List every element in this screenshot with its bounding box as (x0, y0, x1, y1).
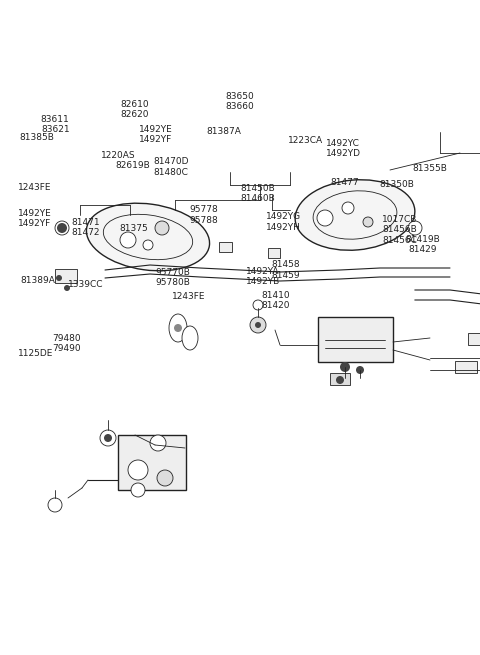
Circle shape (104, 434, 112, 442)
Circle shape (50, 500, 60, 510)
Text: 1223CA: 1223CA (288, 136, 323, 145)
Text: 82619B: 82619B (115, 160, 150, 170)
Text: 1492YG
1492YH: 1492YG 1492YH (266, 212, 301, 232)
Circle shape (128, 460, 148, 480)
Text: 81470D
81480C: 81470D 81480C (154, 157, 189, 177)
Circle shape (131, 483, 145, 497)
Circle shape (153, 438, 163, 448)
Bar (55, 269, 77, 283)
Text: 1243FE: 1243FE (172, 291, 205, 301)
Text: 81477: 81477 (330, 178, 359, 187)
Circle shape (157, 470, 173, 486)
Bar (118, 435, 186, 490)
Text: 1339CC: 1339CC (68, 280, 103, 290)
Circle shape (255, 322, 261, 328)
Circle shape (336, 376, 344, 384)
Bar (468, 333, 480, 345)
Circle shape (143, 240, 153, 250)
Text: 81385B: 81385B (19, 133, 54, 142)
Ellipse shape (295, 179, 415, 250)
Text: 81389A: 81389A (20, 276, 55, 285)
Circle shape (48, 498, 62, 512)
Bar (455, 361, 477, 373)
Circle shape (56, 275, 62, 281)
Text: 1017CB
81456B
81456C: 1017CB 81456B 81456C (382, 215, 418, 245)
Text: 79480
79490: 79480 79490 (52, 333, 81, 353)
Text: 1220AS: 1220AS (101, 151, 135, 160)
Text: 1492YE
1492YF: 1492YE 1492YF (18, 209, 52, 229)
Bar (219, 242, 232, 252)
Circle shape (410, 223, 420, 233)
Text: 81419B
81429: 81419B 81429 (405, 234, 440, 254)
Text: 1492YE
1492YF: 1492YE 1492YF (139, 124, 173, 144)
Text: 95778
95788: 95778 95788 (190, 205, 218, 225)
Circle shape (57, 223, 67, 233)
Circle shape (64, 285, 70, 291)
Text: 1243FE: 1243FE (18, 183, 52, 192)
Text: 81387A: 81387A (206, 126, 241, 136)
Circle shape (363, 217, 373, 227)
Circle shape (174, 324, 182, 332)
Ellipse shape (86, 203, 210, 271)
Bar (330, 373, 350, 385)
Circle shape (150, 435, 166, 451)
Circle shape (342, 202, 354, 214)
Bar (318, 317, 393, 362)
Circle shape (253, 300, 263, 310)
Text: 83611
83621: 83611 83621 (41, 115, 70, 134)
Text: 81450B
81460B: 81450B 81460B (240, 183, 275, 203)
Text: 81458
81459: 81458 81459 (271, 260, 300, 280)
Text: 81471
81472: 81471 81472 (71, 217, 100, 237)
Text: 82610
82620: 82610 82620 (120, 100, 149, 119)
Bar (268, 248, 280, 258)
Ellipse shape (169, 314, 187, 342)
Circle shape (250, 317, 266, 333)
Text: 81350B: 81350B (379, 180, 414, 189)
Circle shape (340, 362, 350, 372)
Ellipse shape (182, 326, 198, 350)
Text: 1125DE: 1125DE (18, 349, 54, 358)
Circle shape (155, 221, 169, 235)
Text: 81410
81420: 81410 81420 (262, 291, 290, 310)
Text: 81355B: 81355B (413, 164, 448, 174)
Text: 1492YA
1492YB: 1492YA 1492YB (246, 267, 280, 286)
Text: 1492YC
1492YD: 1492YC 1492YD (326, 139, 361, 159)
Text: 81375: 81375 (119, 224, 148, 233)
Text: 83650
83660: 83650 83660 (226, 92, 254, 111)
Text: 95770B
95780B: 95770B 95780B (156, 268, 190, 288)
Circle shape (120, 232, 136, 248)
Circle shape (408, 221, 422, 235)
Circle shape (356, 366, 364, 374)
Circle shape (100, 430, 116, 446)
Circle shape (317, 210, 333, 226)
